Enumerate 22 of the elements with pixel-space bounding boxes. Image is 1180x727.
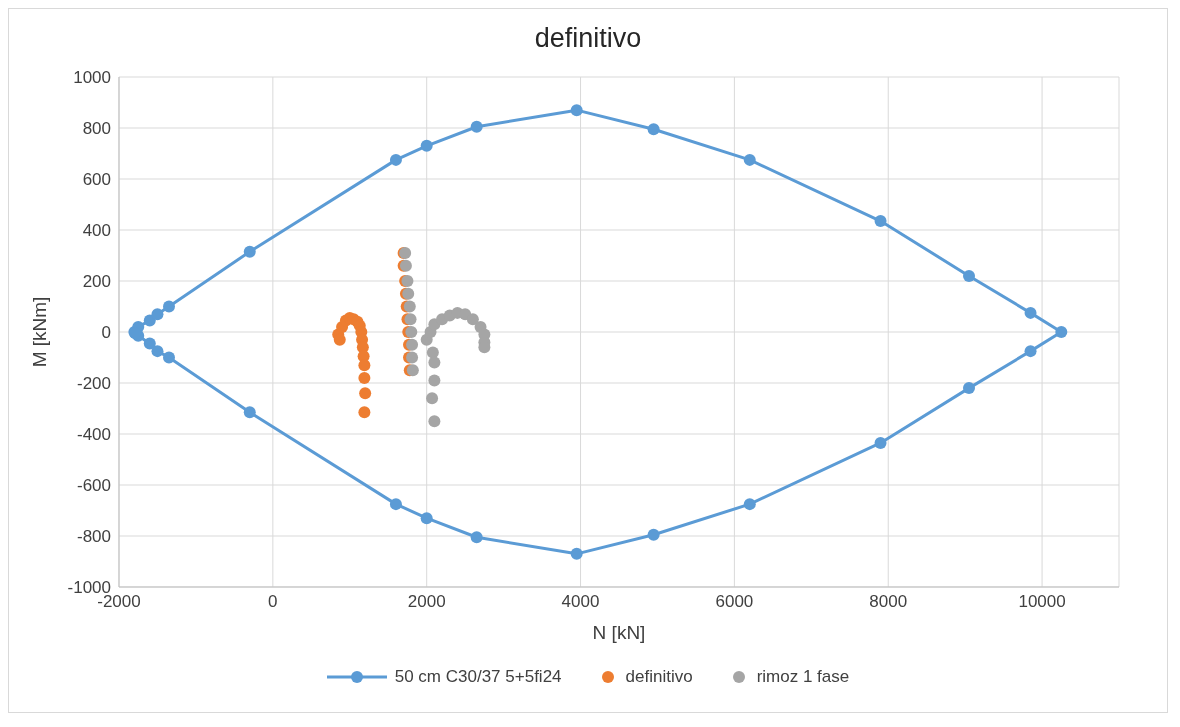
y-axis-title: M [kNm] <box>28 296 50 368</box>
y-tick-label: 1000 <box>73 68 111 88</box>
x-tick-label: 4000 <box>561 592 600 612</box>
y-tick-label: 600 <box>82 170 111 190</box>
legend-label: definitivo <box>625 667 693 687</box>
y-tick-label: 400 <box>82 221 111 241</box>
legend-label: rimoz 1 fase <box>756 667 850 687</box>
x-tick-label: 2000 <box>407 592 446 612</box>
y-tick-label: -400 <box>76 425 111 445</box>
x-tick-label: 6000 <box>715 592 754 612</box>
x-axis-title: N [kN] <box>592 622 646 643</box>
y-tick-label: 800 <box>82 119 111 139</box>
y-tick-label: -800 <box>76 527 111 547</box>
legend-label: 50 cm C30/37 5+5fi24 <box>394 667 562 687</box>
y-tick-label: 200 <box>82 272 111 292</box>
y-tick-label: 0 <box>101 323 111 343</box>
chart-title: definitivo <box>533 22 643 55</box>
x-tick-label: 8000 <box>869 592 908 612</box>
y-tick-label: -200 <box>76 374 111 394</box>
y-tick-label: -600 <box>76 476 111 496</box>
x-tick-label: 10000 <box>1018 592 1066 612</box>
x-tick-label: 0 <box>268 592 278 612</box>
